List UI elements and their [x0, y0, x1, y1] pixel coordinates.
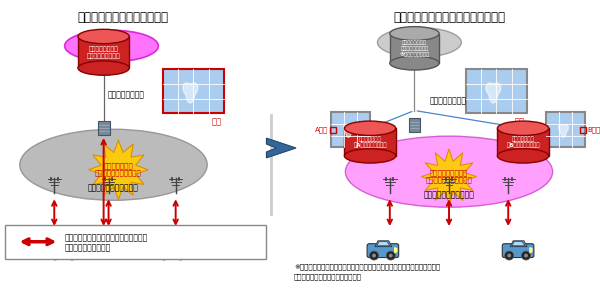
Text: インターネット網: インターネット網 [430, 96, 467, 105]
Circle shape [389, 254, 393, 258]
Polygon shape [375, 241, 392, 247]
Text: ネットワーク負荷が高い: ネットワーク負荷が高い [95, 170, 142, 176]
Text: クラウドサーバー
（全国マップ情報）
※マスターデータ等: クラウドサーバー （全国マップ情報） ※マスターデータ等 [400, 40, 430, 57]
Polygon shape [395, 248, 397, 252]
Circle shape [179, 254, 182, 258]
FancyBboxPatch shape [367, 244, 398, 258]
Polygon shape [185, 248, 187, 252]
Bar [331, 112, 370, 147]
Bar [78, 36, 129, 68]
Text: 全国: 全国 [515, 118, 525, 126]
Polygon shape [530, 248, 532, 252]
Text: エッジサーバー
（B地域マップ情報）: エッジサーバー （B地域マップ情報） [506, 136, 540, 148]
Bar [390, 33, 439, 63]
Text: エッジサーバー
（A地域マップ情報）: エッジサーバー （A地域マップ情報） [353, 136, 387, 148]
Circle shape [521, 251, 530, 260]
Polygon shape [512, 242, 525, 246]
Text: 全国: 全国 [212, 118, 222, 126]
Polygon shape [89, 140, 148, 199]
FancyBboxPatch shape [49, 244, 80, 258]
Text: 携帯電話ネットワーク網: 携帯電話ネットワーク網 [88, 184, 139, 192]
Text: インターネット網: インターネット網 [107, 91, 145, 100]
Bar [409, 118, 421, 132]
Bar [163, 69, 224, 113]
Bar [329, 127, 335, 133]
Circle shape [51, 251, 60, 260]
Polygon shape [165, 241, 182, 247]
Polygon shape [510, 241, 527, 247]
Text: B地域: B地域 [587, 126, 600, 133]
Polygon shape [76, 248, 78, 252]
Polygon shape [167, 242, 179, 246]
Ellipse shape [377, 28, 461, 57]
Text: クラウドコンピューティング: クラウドコンピューティング [78, 11, 169, 24]
Polygon shape [56, 241, 73, 247]
Bar [580, 127, 586, 133]
Text: ダイナミックマップ情報と自動走行車の: ダイナミックマップ情報と自動走行車の [64, 233, 148, 242]
Text: データ量が低減され: データ量が低減され [430, 169, 468, 176]
Bar [5, 225, 266, 258]
Text: クラウドサーバー
（全国マップ情報）: クラウドサーバー （全国マップ情報） [87, 46, 121, 59]
Bar [344, 128, 396, 156]
Polygon shape [421, 149, 476, 204]
Bar [546, 112, 585, 147]
Circle shape [68, 251, 76, 260]
Circle shape [70, 254, 74, 258]
Ellipse shape [65, 30, 158, 62]
Circle shape [505, 251, 514, 260]
Ellipse shape [344, 149, 396, 163]
Circle shape [372, 254, 376, 258]
Text: ※クラウドサーバーには、ダイナミックマップのマスターデータ等を置き、: ※クラウドサーバーには、ダイナミックマップのマスターデータ等を置き、 [294, 263, 440, 270]
Ellipse shape [344, 121, 396, 136]
Circle shape [176, 251, 185, 260]
Ellipse shape [78, 29, 129, 44]
Circle shape [162, 254, 166, 258]
Ellipse shape [346, 136, 553, 207]
Text: ネットワーク負荷が低い: ネットワーク負荷が低い [425, 177, 472, 183]
Ellipse shape [497, 149, 548, 163]
Text: 携帯電話ネットワーク網: 携帯電話ネットワーク網 [424, 190, 475, 199]
Text: モバイルエッジコンピューティング: モバイルエッジコンピューティング [393, 11, 505, 24]
FancyBboxPatch shape [157, 244, 188, 258]
Ellipse shape [78, 61, 129, 75]
Polygon shape [486, 83, 501, 103]
Text: データ量が多く: データ量が多く [104, 162, 133, 169]
Ellipse shape [390, 27, 439, 41]
Circle shape [160, 251, 168, 260]
Circle shape [507, 254, 511, 258]
Polygon shape [559, 124, 568, 137]
FancyBboxPatch shape [502, 244, 534, 258]
Ellipse shape [497, 121, 548, 136]
Circle shape [53, 254, 57, 258]
Polygon shape [266, 138, 296, 158]
Circle shape [370, 251, 379, 260]
Circle shape [386, 251, 395, 260]
Polygon shape [58, 242, 71, 246]
Polygon shape [343, 124, 353, 137]
Ellipse shape [20, 129, 207, 200]
Text: エッジサーバーとの連携を図る。: エッジサーバーとの連携を図る。 [294, 273, 362, 280]
Ellipse shape [390, 56, 439, 70]
Text: A地域: A地域 [316, 126, 329, 133]
Circle shape [524, 254, 528, 258]
Bar [497, 128, 548, 156]
Polygon shape [377, 242, 390, 246]
Bar [98, 121, 110, 135]
Text: データ通信のやり取り: データ通信のやり取り [64, 243, 110, 252]
Bar [466, 69, 527, 113]
Polygon shape [183, 83, 198, 103]
